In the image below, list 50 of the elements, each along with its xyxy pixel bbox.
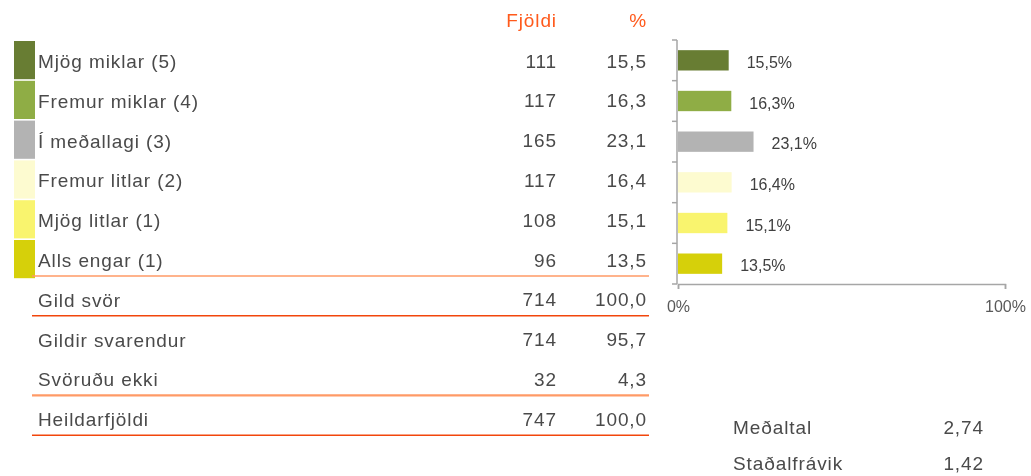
data-label: 15,1 bbox=[606, 209, 647, 231]
x-tick-label: 100% bbox=[985, 298, 1026, 316]
data-label: 165 bbox=[522, 130, 557, 152]
data-label: 23,1 bbox=[606, 130, 647, 152]
category-label: Mjög litlar (1) bbox=[38, 209, 162, 231]
bar bbox=[678, 131, 754, 152]
data-label: 32 bbox=[534, 368, 557, 390]
category-label: Svöruðu ekki bbox=[38, 368, 159, 390]
category-label: Gild svör bbox=[38, 289, 122, 311]
data-label: 714 bbox=[522, 289, 557, 311]
x-tick-label: 0% bbox=[666, 298, 691, 316]
category-label: Alls engar (1) bbox=[38, 249, 164, 271]
bar bbox=[678, 172, 732, 193]
category-label: Gildir svarendur bbox=[38, 329, 187, 351]
bar bbox=[678, 212, 728, 234]
data-label: 4,3 bbox=[617, 368, 647, 390]
data-label: 1,42 bbox=[943, 452, 984, 474]
data-label: 111 bbox=[525, 50, 557, 72]
data-label: 15,1% bbox=[745, 216, 791, 234]
category-label: Heildarfjöldi bbox=[38, 408, 149, 430]
data-label: 714 bbox=[522, 329, 557, 351]
category-label: Fremur litlar (2) bbox=[38, 169, 184, 191]
data-label: 2,74 bbox=[943, 416, 984, 438]
data-label: 100,0 bbox=[594, 408, 647, 430]
data-label: 117 bbox=[524, 169, 557, 191]
category-label: Meðaltal bbox=[733, 416, 813, 438]
data-label: 16,3 bbox=[606, 90, 647, 112]
data-label: 108 bbox=[522, 209, 557, 231]
data-label: 117 bbox=[524, 90, 557, 112]
text: Fjöldi bbox=[506, 9, 557, 31]
bar bbox=[678, 90, 732, 112]
data-label: 15,5% bbox=[746, 53, 793, 71]
data-label: 96 bbox=[534, 249, 557, 271]
bar bbox=[678, 50, 729, 71]
data-label: 16,4 bbox=[606, 169, 647, 191]
data-label: 100,0 bbox=[594, 289, 647, 311]
data-label: 15,5 bbox=[606, 50, 647, 72]
category-label: Staðalfrávik bbox=[733, 452, 844, 474]
data-label: 16,3% bbox=[749, 94, 795, 112]
category-label: Í meðallagi (3) bbox=[38, 130, 172, 152]
data-label: 13,5 bbox=[606, 249, 647, 271]
data-label: 95,7 bbox=[606, 329, 647, 351]
text: % bbox=[629, 9, 647, 31]
data-label: 13,5% bbox=[740, 257, 786, 275]
bar bbox=[678, 253, 723, 274]
data-label: 747 bbox=[522, 408, 557, 430]
category-label: Mjög miklar (5) bbox=[38, 50, 178, 72]
data-label: 16,4% bbox=[749, 175, 795, 193]
category-label: Fremur miklar (4) bbox=[38, 90, 199, 112]
data-label: 23,1% bbox=[771, 135, 817, 153]
